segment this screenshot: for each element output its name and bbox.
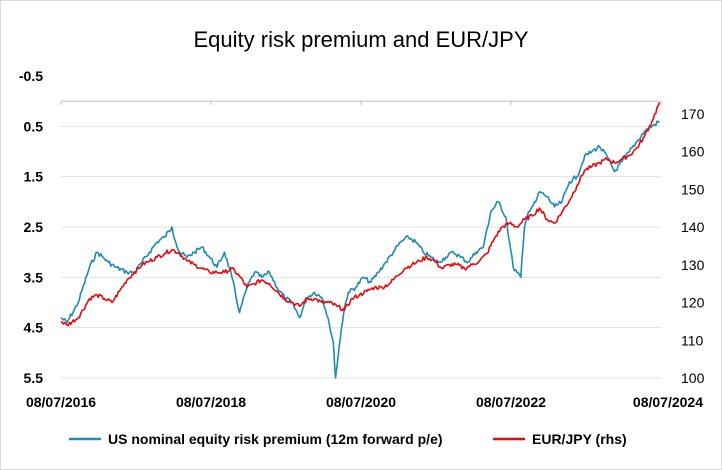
series-line-eurjpy: [60, 102, 661, 327]
y-left-tick-label-4: 3.5: [24, 269, 44, 285]
chart-title: Equity risk premium and EUR/JPY: [194, 27, 529, 52]
y-right-tick-label-4: 140: [681, 219, 705, 235]
y-left-tick-label-5: 4.5: [24, 320, 44, 336]
y-right-tick-label-6: 160: [681, 144, 705, 160]
y-right-tick-label-5: 150: [681, 181, 705, 197]
y-left-tick-label-1: 0.5: [24, 118, 44, 134]
y-right-axis: 100 110 120 130 140 150 160 170: [681, 106, 705, 386]
y-right-tick-label-1: 110: [681, 332, 704, 348]
x-tick-label-3: 08/07/2022: [476, 394, 546, 410]
y-right-tick-label-2: 120: [681, 295, 705, 311]
y-left-tick-label-3: 2.5: [24, 219, 44, 235]
y-right-tick-label-0: 100: [681, 370, 705, 386]
y-left-tick-label-0: -0.5: [19, 68, 43, 84]
y-left-tick-label-6: 5.5: [24, 370, 44, 386]
legend-label-equity-risk-premium: US nominal equity risk premium (12m forw…: [108, 431, 443, 447]
y-right-tick-label-7: 170: [681, 106, 705, 122]
series-line-equity-risk-premium: [60, 120, 660, 379]
y-right-tick-label-3: 130: [681, 257, 705, 273]
legend-label-eurjpy: EUR/JPY (rhs): [532, 431, 627, 447]
x-tick-label-1: 08/07/2018: [176, 394, 246, 410]
y-left-tick-label-2: 1.5: [24, 169, 44, 185]
x-tick-label-0: 08/07/2016: [26, 394, 96, 410]
x-tick-label-4: 08/07/2024: [633, 394, 703, 410]
series-layer: [60, 102, 661, 379]
x-tick-label-2: 08/07/2020: [326, 394, 396, 410]
grid: [61, 125, 661, 379]
y-left-axis: -0.5 0.5 1.5 2.5 3.5 4.5 5.5: [19, 68, 43, 386]
x-axis: 08/07/2016 08/07/2018 08/07/2020 08/07/2022…: [26, 100, 703, 410]
legend: US nominal equity risk premium (12m forw…: [69, 431, 627, 447]
